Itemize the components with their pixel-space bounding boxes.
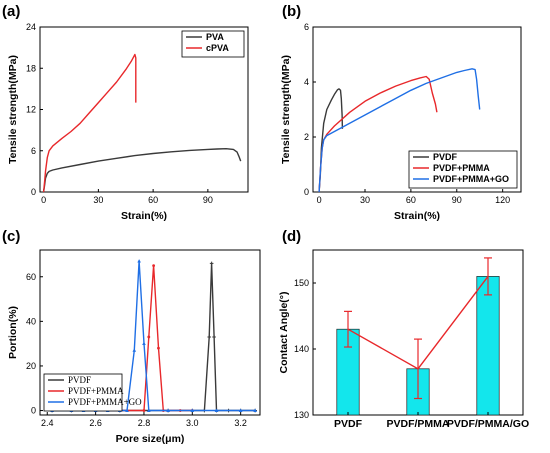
legend-label: PVDF+PMMA+GO — [68, 397, 142, 407]
x-tick-label: 3.0 — [186, 418, 199, 428]
y-axis-title: Tensile strength(MPa) — [7, 55, 19, 164]
series-line-pva — [42, 147, 242, 193]
y-tick-label: 60 — [26, 272, 36, 282]
data-point — [125, 408, 129, 412]
x-axis-title: Strain(%) — [121, 210, 167, 222]
x-tick-label: 2.4 — [41, 418, 54, 428]
legend-label: PVDF+PMMA+GO — [433, 174, 509, 184]
data-point — [157, 346, 160, 350]
x-tick-label: 30 — [93, 195, 103, 205]
y-tick-label: 0 — [31, 406, 36, 416]
plot-frame — [312, 26, 522, 193]
bar — [476, 276, 500, 416]
data-point — [132, 348, 137, 352]
data-point — [142, 409, 146, 412]
y-tick-label: 150 — [294, 278, 309, 288]
y-tick-label: 24 — [26, 22, 36, 32]
x-category-label: PVDF — [334, 418, 363, 430]
x-tick-label: 2.6 — [89, 418, 102, 428]
data-point — [142, 341, 146, 346]
x-tick-label: 120 — [495, 195, 510, 205]
panel-b-tensile-chart: 0 30 60 90 120 0 2 4 6 Strain(%) Tensile strength(… — [280, 22, 522, 222]
data-point — [146, 408, 151, 412]
data-point — [238, 408, 243, 412]
data-point — [152, 264, 156, 268]
error-bar — [344, 310, 352, 348]
panel-a-letter: (a) — [2, 3, 20, 20]
x-category-label: PVDF/PMMA — [387, 418, 450, 430]
data-point — [253, 408, 257, 412]
x-tick-label: 90 — [452, 195, 462, 205]
y-tick-label: 0 — [304, 187, 309, 197]
legend-label: PVDF+PMMA — [433, 163, 490, 173]
series-line-pvdf-pmma-go — [318, 68, 481, 193]
legend-label: PVDF+PMMA — [68, 386, 124, 396]
y-tick-label: 20 — [26, 361, 36, 371]
y-tick-label: 12 — [26, 105, 36, 115]
x-tick-label: 2.8 — [138, 418, 151, 428]
y-tick-label: 40 — [26, 316, 36, 326]
panel-c-pore-size-chart: 2.4 2.6 2.8 3.0 3.2 0 20 40 60 Pore size(μm) Porti… — [7, 249, 261, 445]
panel-a-tensile-chart: 0 30 60 90 0 6 12 18 24 Strain(%) Tensile strength… — [7, 22, 249, 222]
x-tick-label: 0 — [317, 195, 322, 205]
data-point — [207, 335, 212, 339]
error-bar — [414, 338, 422, 400]
y-tick-label: 140 — [294, 344, 309, 354]
data-point — [212, 335, 216, 339]
y-tick-label: 6 — [304, 22, 309, 32]
x-axis-title: Strain(%) — [394, 210, 440, 222]
x-axis-title: Pore size(μm) — [116, 433, 185, 445]
legend-label: cPVA — [206, 43, 229, 53]
legend-label: PVDF — [68, 375, 91, 385]
y-axis-title: Contact Angle(°) — [278, 292, 290, 374]
x-category-label: PVDF/PMMA/GO — [447, 418, 529, 430]
legend-box — [181, 30, 245, 58]
data-point — [190, 408, 195, 412]
y-tick-label: 6 — [31, 146, 36, 156]
data-point — [147, 335, 151, 339]
y-tick-label: 130 — [294, 410, 309, 420]
data-point — [166, 408, 170, 412]
series-line-cpva — [42, 53, 137, 193]
x-tick-label: 3.2 — [234, 418, 247, 428]
y-tick-label: 18 — [26, 63, 36, 73]
panel-b-letter: (b) — [282, 3, 301, 20]
x-tick-label: 30 — [360, 195, 370, 205]
data-point — [137, 259, 141, 263]
y-tick-label: 2 — [304, 132, 309, 142]
legend-label: PVA — [206, 32, 224, 42]
plot-frame — [39, 249, 261, 416]
panel-c-letter: (c) — [2, 228, 20, 245]
error-bar — [484, 257, 492, 296]
y-tick-label: 4 — [304, 77, 309, 87]
y-tick-label: 0 — [31, 187, 36, 197]
legend-label: PVDF — [433, 152, 458, 162]
x-tick-label: 60 — [148, 195, 158, 205]
x-tick-label: 0 — [41, 195, 46, 205]
panel-d-letter: (d) — [282, 228, 301, 245]
data-point — [209, 261, 214, 266]
panel-d-contact-angle-chart: 130 140 150 Contact Angle(°) PVDF PVDF/PMMAPV… — [278, 249, 529, 430]
x-tick-label: 60 — [406, 195, 416, 205]
y-axis-title: Tensile strength(MPa) — [280, 55, 292, 164]
series-line-pvdf — [318, 88, 344, 193]
x-tick-label: 90 — [203, 195, 213, 205]
data-point — [214, 408, 219, 412]
y-axis-title: Portion(%) — [7, 306, 19, 359]
